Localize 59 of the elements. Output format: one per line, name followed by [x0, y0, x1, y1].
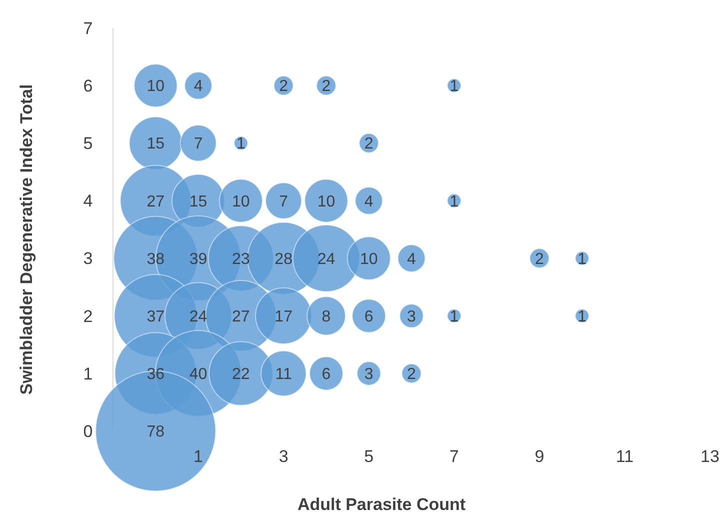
data-label: 24 — [189, 308, 208, 326]
data-label: 28 — [274, 250, 293, 268]
data-label: 2 — [534, 250, 544, 268]
data-label: 1 — [450, 308, 459, 326]
y-tick-label: 4 — [83, 192, 93, 211]
data-label: 6 — [322, 366, 331, 384]
data-label: 3 — [407, 308, 416, 326]
x-tick-label: 7 — [449, 447, 459, 466]
data-label: 2 — [322, 78, 331, 96]
data-label: 39 — [189, 250, 208, 268]
data-label: 17 — [274, 308, 293, 326]
data-label: 10 — [317, 193, 336, 210]
x-tick-label: 1 — [194, 447, 204, 466]
x-tick-label: 5 — [364, 447, 374, 466]
data-label: 2 — [407, 366, 416, 384]
data-label: 4 — [407, 250, 416, 268]
x-tick-label: 3 — [278, 447, 288, 466]
y-tick-label: 3 — [83, 249, 93, 268]
data-label: 78 — [146, 424, 165, 441]
data-label: 11 — [275, 366, 292, 384]
y-tick-label: 5 — [83, 134, 93, 154]
x-tick-label: 11 — [616, 447, 634, 466]
data-label: 2 — [279, 78, 288, 96]
y-tick-label: 6 — [83, 76, 93, 96]
data-label: 22 — [232, 366, 250, 384]
y-tick-label: 1 — [83, 364, 93, 384]
data-label: 4 — [194, 78, 203, 96]
data-label: 7 — [279, 193, 288, 210]
x-tick-label: 13 — [700, 447, 720, 466]
y-tick-label: 2 — [83, 306, 93, 326]
x-tick-label: 9 — [534, 447, 544, 466]
data-label: 1 — [578, 250, 587, 268]
data-label: 10 — [232, 193, 250, 210]
data-label: 24 — [317, 250, 336, 268]
data-label: 7 — [194, 136, 203, 153]
data-label: 1 — [236, 136, 246, 153]
data-label: 6 — [364, 308, 374, 326]
data-label: 4 — [364, 193, 374, 210]
data-label: 2 — [364, 136, 374, 153]
data-label: 1 — [450, 193, 459, 210]
data-label: 15 — [189, 193, 208, 210]
data-label: 40 — [189, 366, 208, 384]
data-label: 23 — [232, 250, 250, 268]
data-label: 37 — [146, 308, 165, 326]
data-label: 15 — [146, 136, 165, 153]
y-axis-title: Swimbladder Degenerative Index Total — [17, 84, 36, 395]
data-label: 8 — [322, 308, 331, 326]
data-label: 36 — [146, 366, 165, 384]
data-label: 3 — [364, 366, 374, 384]
data-label: 27 — [146, 193, 165, 210]
data-label: 10 — [146, 78, 165, 96]
y-tick-label: 7 — [83, 18, 93, 38]
data-label: 1 — [578, 308, 587, 326]
data-label: 10 — [360, 250, 378, 268]
y-tick-label: 0 — [83, 422, 93, 441]
x-axis-title: Adult Parasite Count — [297, 495, 466, 514]
data-label: 27 — [232, 308, 250, 326]
data-label: 38 — [146, 250, 165, 268]
data-label: 1 — [450, 78, 459, 96]
